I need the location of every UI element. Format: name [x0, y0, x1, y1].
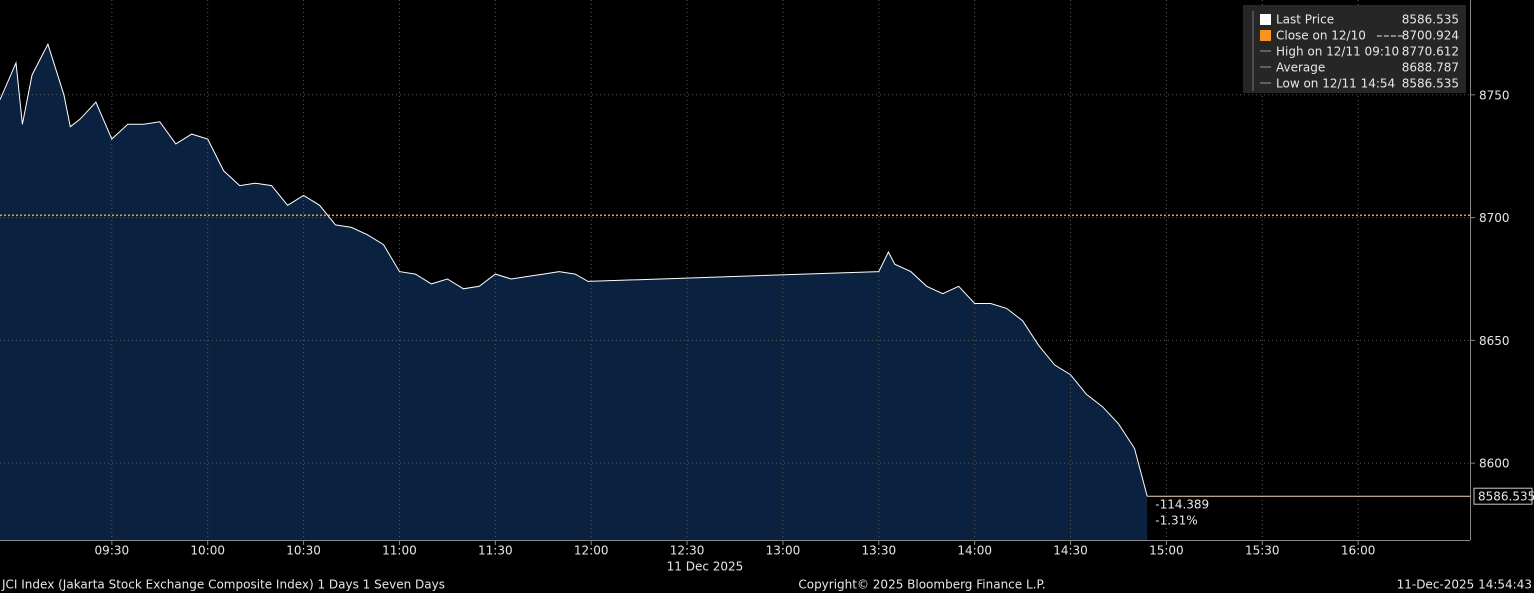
- x-tick-label: 14:30: [1053, 544, 1088, 558]
- x-tick-label: 12:30: [670, 544, 705, 558]
- x-tick-label: 11:30: [478, 544, 513, 558]
- last-price-box: [1473, 487, 1533, 505]
- price-line: [0, 42, 1148, 497]
- footer-center: Copyright© 2025 Bloomberg Finance L.P.: [798, 578, 1045, 592]
- legend-label: Low on 12/11 14:54: [1276, 77, 1395, 91]
- x-tick-label: 14:00: [957, 544, 992, 558]
- legend-label: Last Price: [1276, 13, 1334, 27]
- last-price-label: 8586.535: [1478, 490, 1534, 504]
- legend-swatch: [1260, 14, 1271, 25]
- y-tick-label: 8600: [1479, 457, 1510, 471]
- x-tick-label: 13:00: [766, 544, 801, 558]
- x-tick-label: 15:30: [1245, 544, 1280, 558]
- x-tick-label: 10:00: [190, 544, 225, 558]
- legend-label: High on 12/11 09:10: [1276, 45, 1399, 59]
- y-tick-label: 8750: [1479, 88, 1510, 102]
- x-tick-label: 09:30: [95, 544, 130, 558]
- legend-value: 8586.535: [1402, 13, 1459, 27]
- x-tick-label: 11:00: [382, 544, 417, 558]
- legend-box: [1243, 5, 1466, 93]
- x-tick-label: 12:00: [574, 544, 609, 558]
- legend-value: 8688.787: [1402, 61, 1459, 75]
- legend-value: 8770.612: [1402, 45, 1459, 59]
- legend-label: Close on 12/10: [1276, 29, 1366, 43]
- legend-value: 8700.924: [1402, 29, 1459, 43]
- x-axis-label: 11 Dec 2025: [667, 560, 744, 574]
- footer-left: JCI Index (Jakarta Stock Exchange Compos…: [1, 578, 445, 592]
- x-tick-label: 16:00: [1341, 544, 1376, 558]
- change-percent: -1.31%: [1155, 514, 1197, 528]
- x-tick-label: 13:30: [862, 544, 897, 558]
- legend-label: Average: [1276, 61, 1325, 75]
- plot-area: [0, 0, 1470, 540]
- x-tick-label: 10:30: [286, 544, 321, 558]
- footer-right: 11-Dec-2025 14:54:43: [1397, 578, 1532, 592]
- x-tick-label: 15:00: [1149, 544, 1184, 558]
- legend-swatch: [1260, 30, 1271, 41]
- y-tick-label: 8650: [1479, 334, 1510, 348]
- y-tick-label: 8700: [1479, 211, 1510, 225]
- legend-value: 8586.535: [1402, 77, 1459, 91]
- change-value: -114.389: [1155, 498, 1209, 512]
- area-fill: [0, 44, 1148, 540]
